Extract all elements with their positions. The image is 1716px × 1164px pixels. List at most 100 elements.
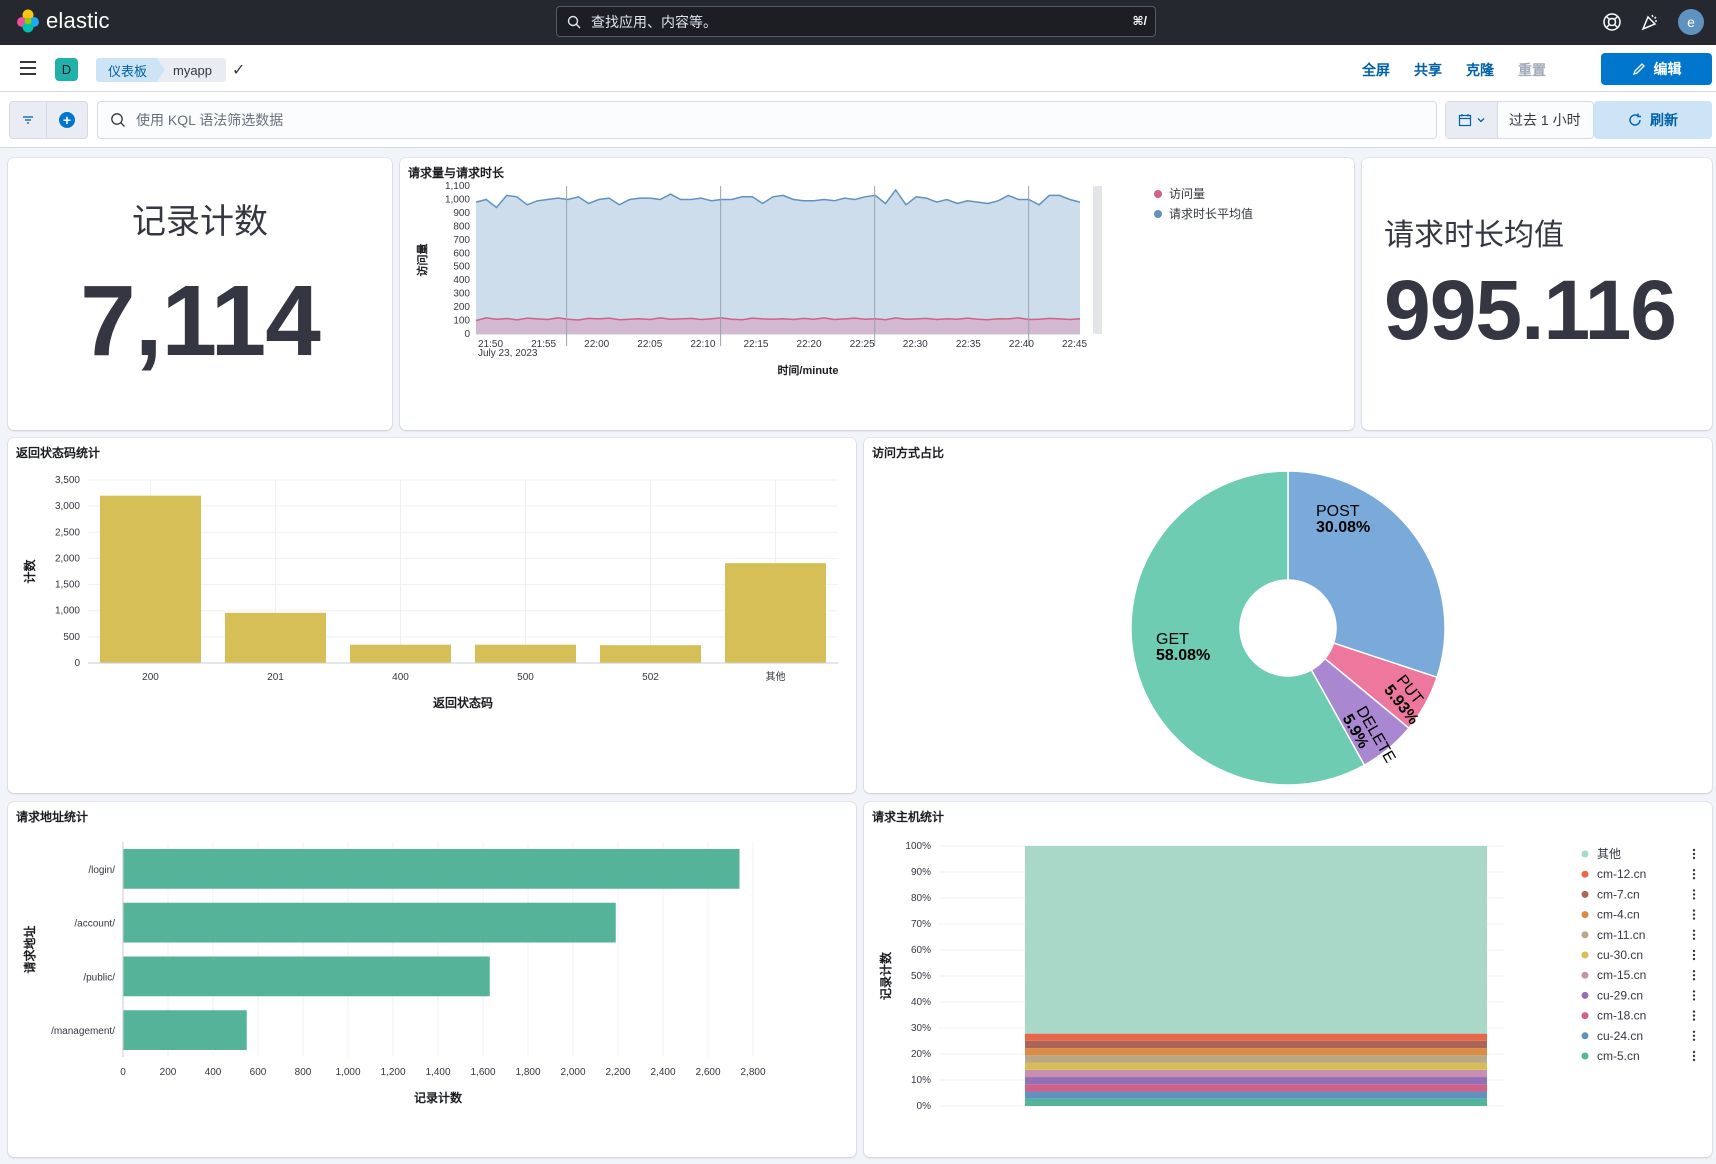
x-tick-label: 800 xyxy=(295,1067,312,1078)
stack-segment xyxy=(1025,1062,1487,1070)
legend-label: 请求时长平均值 xyxy=(1169,206,1253,221)
status-bar xyxy=(100,495,201,663)
stack-segment xyxy=(1025,846,1487,1034)
share-button[interactable]: 共享 xyxy=(1414,62,1442,78)
y-tick-label: 300 xyxy=(453,289,470,300)
panel-title: 请求地址统计 xyxy=(16,810,89,824)
chevron-down-icon xyxy=(1477,118,1484,123)
legend-menu-icon xyxy=(1692,998,1696,1001)
legend-menu-icon xyxy=(1692,869,1696,872)
y-tick-label: /login/ xyxy=(88,865,115,876)
y-tick-label: 1,000 xyxy=(445,194,470,205)
path-bar xyxy=(123,849,740,889)
check-icon: ✓ xyxy=(232,62,246,79)
panel-title: 请求主机统计 xyxy=(872,810,945,824)
legend-menu-icon xyxy=(1692,913,1696,916)
add-filter-button[interactable]: + xyxy=(47,101,88,139)
legend-label: cm-12.cn xyxy=(1597,867,1646,881)
host-stacked-chart: 0% 10% 20% 30% 40% 50% 60% 70% 80% 90% 100% 记录计数 其他 c… xyxy=(878,841,1696,1112)
y-tick-label: 90% xyxy=(911,867,931,878)
path-bar xyxy=(123,956,490,997)
legend-swatch xyxy=(1581,931,1589,939)
edit-button[interactable]: 编辑 xyxy=(1601,53,1712,85)
legend-menu-icon xyxy=(1692,917,1696,920)
breadcrumb-dashboards[interactable]: 仪表板 xyxy=(96,58,165,82)
x-tick-label: 600 xyxy=(250,1067,267,1078)
x-tick-label: 22:15 xyxy=(743,339,768,350)
query-bar: + 使用 KQL 语法筛选数据 过去 1 小时 刷新 xyxy=(0,92,1716,148)
x-tick-label: 22:00 xyxy=(584,339,609,350)
pie-label: GET xyxy=(1156,631,1189,648)
x-tick-label: 400 xyxy=(392,672,409,683)
legend-label: cm-11.cn xyxy=(1597,928,1645,942)
legend-menu-icon xyxy=(1692,897,1696,900)
news-feed-icon[interactable] xyxy=(1640,12,1660,32)
dashboard-actions: 全屏 共享 克隆 重置 xyxy=(1362,60,1546,80)
help-icon[interactable] xyxy=(1602,12,1622,32)
y-tick-label: 3,000 xyxy=(55,501,80,512)
x-tick-label: 1,000 xyxy=(335,1067,360,1078)
filter-menu-button[interactable] xyxy=(9,101,47,139)
x-tick-label: 400 xyxy=(205,1067,222,1078)
x-tick-label: 2,000 xyxy=(560,1067,585,1078)
fullscreen-button[interactable]: 全屏 xyxy=(1362,62,1390,78)
time-range-label: 过去 1 小时 xyxy=(1509,112,1581,128)
refresh-button[interactable]: 刷新 xyxy=(1594,101,1712,139)
search-shortcut: ⌘/ xyxy=(1132,14,1147,28)
filter-icon xyxy=(23,116,33,124)
legend-menu-icon xyxy=(1692,1010,1696,1013)
legend-menu-icon xyxy=(1692,990,1696,993)
x-axis-label: 返回状态码 xyxy=(433,695,493,710)
legend-label: cu-29.cn xyxy=(1597,988,1643,1002)
legend-swatch xyxy=(1581,1032,1589,1040)
x-tick-label: 502 xyxy=(642,672,659,683)
y-tick-label: 0 xyxy=(464,329,470,340)
x-tick-label: 1,200 xyxy=(380,1067,405,1078)
space-avatar[interactable]: D xyxy=(55,58,78,81)
y-tick-label: 400 xyxy=(453,275,470,286)
kql-query-input[interactable]: 使用 KQL 语法筛选数据 xyxy=(97,101,1437,139)
y-tick-label: 2,000 xyxy=(55,553,80,564)
y-tick-label: 30% xyxy=(911,1023,931,1034)
legend-menu-icon xyxy=(1692,909,1696,912)
plus-icon: + xyxy=(59,112,75,128)
path-bar-chart: 0 200 400 600 800 1,000 1,200 1,400 1,600 1,800 2,… xyxy=(22,842,766,1105)
y-tick-label: 1,100 xyxy=(445,181,470,192)
metric-label: 记录计数 xyxy=(132,203,268,241)
refresh-icon xyxy=(1629,113,1641,126)
stack-segment xyxy=(1025,1048,1487,1056)
path-panel: 请求地址统计 0 200 400 600 800 1,000 1,200 1,400 1,600… xyxy=(8,802,856,1157)
reset-button[interactable]: 重置 xyxy=(1518,62,1546,78)
legend-menu-icon xyxy=(1692,1050,1696,1054)
legend-label: cu-30.cn xyxy=(1597,948,1643,962)
user-avatar[interactable]: e xyxy=(1678,9,1704,35)
date-picker[interactable]: 过去 1 小时 xyxy=(1445,101,1594,139)
legend-menu-icon xyxy=(1692,1014,1696,1017)
menu-icon[interactable] xyxy=(20,61,36,79)
global-search-input[interactable]: 查找应用、内容等。 ⌘/ xyxy=(556,6,1156,37)
legend-label: cm-7.cn xyxy=(1597,887,1640,901)
clone-button[interactable]: 克隆 xyxy=(1466,62,1494,78)
quick-menu-button[interactable] xyxy=(1446,102,1498,138)
x-tick-label: 2,200 xyxy=(605,1067,630,1078)
legend-label: cm-15.cn xyxy=(1597,968,1646,982)
y-tick-label: 100 xyxy=(453,316,470,327)
y-tick-label: 50% xyxy=(911,971,931,982)
stack-segment xyxy=(1025,1098,1487,1106)
status-code-panel: 返回状态码统计 0 500 1,000 1,500 2,000 2,500 3,000 3,5… xyxy=(8,438,856,793)
pie-value-label: 30.08% xyxy=(1316,519,1370,536)
legend-swatch xyxy=(1154,210,1162,218)
legend-swatch xyxy=(1154,190,1162,198)
legend-menu-icon xyxy=(1692,873,1696,876)
elastic-logo[interactable]: elastic xyxy=(16,8,110,34)
y-tick-label: 600 xyxy=(453,248,470,259)
panel-title: 访问方式占比 xyxy=(872,446,945,460)
line-chart: 0 100 200 300 400 500 600 700 800 900 1,000 1,100 21… xyxy=(415,181,1253,377)
panel-title: 返回状态码统计 xyxy=(16,446,101,460)
app-name: elastic xyxy=(46,8,110,33)
legend-menu-icon xyxy=(1692,852,1696,856)
header-icons: e xyxy=(1602,9,1704,35)
y-tick-label: 3,500 xyxy=(55,475,80,486)
legend-menu-icon xyxy=(1692,893,1696,896)
